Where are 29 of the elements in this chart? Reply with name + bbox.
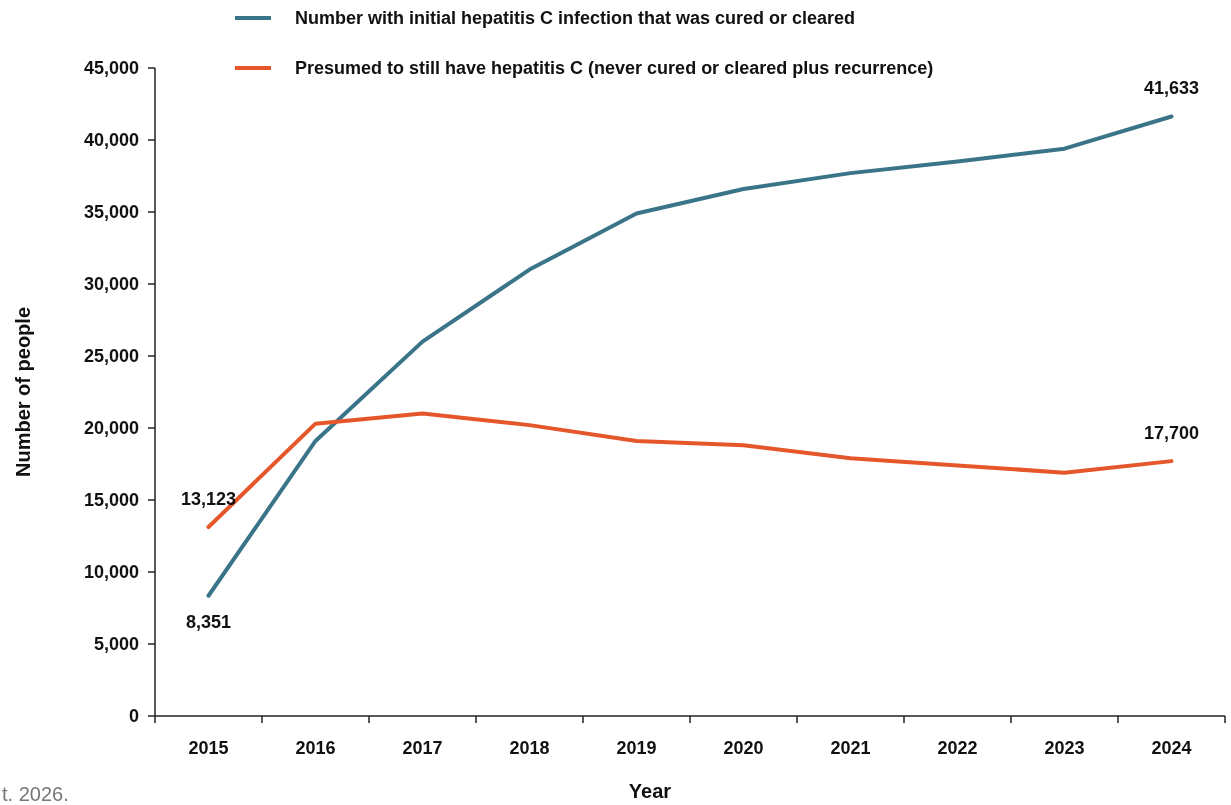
y-axis-title: Number of people (12, 306, 34, 478)
x-tick-label: 2022 (937, 738, 978, 758)
x-tick-label: 2017 (402, 738, 443, 758)
x-tick-label: 2016 (295, 738, 336, 758)
x-tick-label: 2024 (1151, 738, 1192, 758)
data-label: 41,633 (1143, 78, 1200, 99)
x-tick-label: 2023 (1044, 738, 1085, 758)
y-tick-label: 25,000 (83, 346, 139, 367)
y-tick-label: 40,000 (83, 130, 139, 151)
data-label: 13,123 (180, 489, 237, 510)
x-tick-label: 2015 (188, 738, 229, 758)
y-tick-label: 0 (128, 706, 139, 727)
y-tick-label: 35,000 (83, 202, 139, 223)
y-tick-label: 5,000 (93, 634, 139, 655)
text: t. 2026. (2, 783, 69, 805)
y-tick-label: 10,000 (83, 562, 139, 583)
x-tick-label: 2020 (723, 738, 764, 758)
y-tick-label: 15,000 (83, 490, 139, 511)
legend-label: Number with initial hepatitis C infection that was cured or cleared (295, 8, 856, 28)
x-axis-title: Year (628, 780, 672, 802)
x-tick-label: 2018 (509, 738, 550, 758)
x-tick-label: 2019 (616, 738, 657, 758)
legend-label: Presumed to still have hepatitis C (never cured or cleared plus recurrence) (295, 58, 934, 78)
data-label: 8,351 (185, 611, 232, 632)
y-tick-label: 30,000 (83, 274, 139, 295)
data-label: 17,700 (1143, 423, 1200, 444)
x-tick-label: 2021 (830, 738, 871, 758)
y-tick-label: 45,000 (83, 58, 139, 79)
y-tick-label: 20,000 (83, 418, 139, 439)
